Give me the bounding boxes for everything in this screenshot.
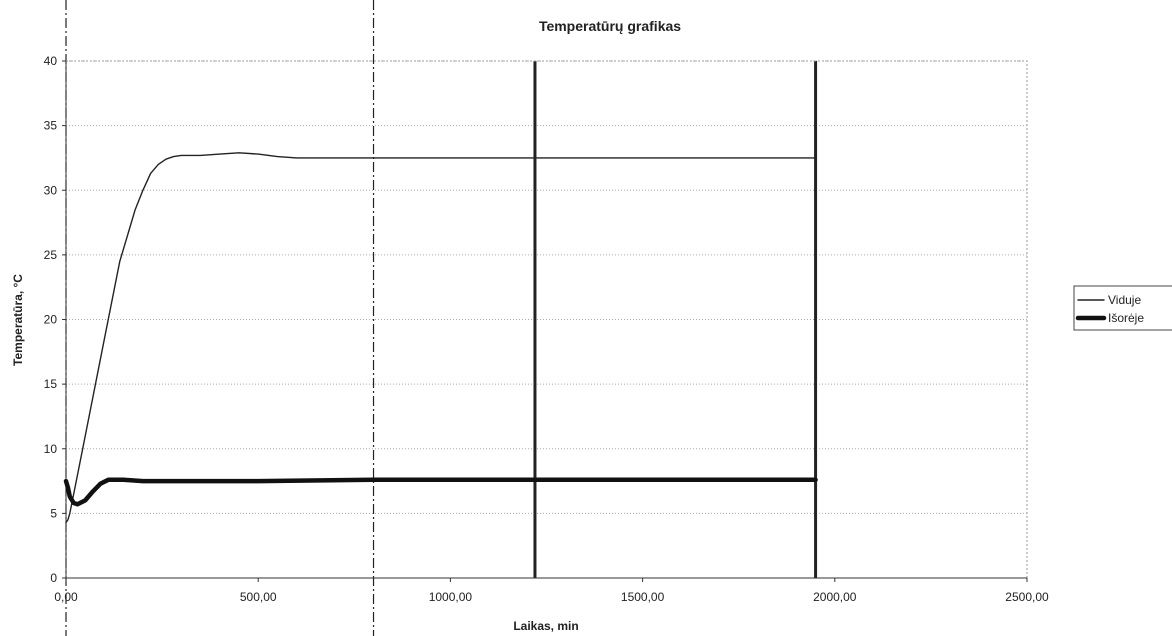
grid-lines xyxy=(66,60,1027,514)
x-tick-label-4: 2000,00 xyxy=(813,590,857,604)
x-tick-labels: 0,00 500,00 1000,00 1500,00 2000,00 2500,00 xyxy=(54,578,1049,604)
legend: Viduje Išorėje xyxy=(1073,285,1172,331)
x-tick-label-1: 500,00 xyxy=(240,590,277,604)
y-tick-label-5: 25 xyxy=(44,248,58,262)
x-tick-label-2: 1000,00 xyxy=(429,590,473,604)
y-tick-labels: 0 5 10 15 20 25 30 35 40 xyxy=(44,54,66,585)
y-tick-label-0: 0 xyxy=(50,571,57,585)
vertical-markers xyxy=(65,0,818,636)
x-tick-label-0: 0,00 xyxy=(54,590,78,604)
y-axis-label: Temperatūra, °C xyxy=(11,274,25,366)
series-lines xyxy=(63,152,818,524)
series-line-0 xyxy=(65,152,817,524)
legend-label-1: Išorėje xyxy=(1108,311,1144,325)
x-tick-label-5: 2500,00 xyxy=(1005,590,1049,604)
y-tick-label-4: 20 xyxy=(44,313,58,327)
y-tick-label-6: 30 xyxy=(44,183,58,197)
y-tick-label-1: 5 xyxy=(50,506,57,520)
legend-label-0: Viduje xyxy=(1108,293,1141,307)
series-line-1 xyxy=(63,477,818,507)
y-tick-label-8: 40 xyxy=(44,54,58,68)
x-tick-label-3: 1500,00 xyxy=(621,590,665,604)
y-tick-label-7: 35 xyxy=(44,119,58,133)
x-axis-label: Laikas, min xyxy=(513,619,578,633)
chart-title: Temperatūrų grafikas xyxy=(539,18,681,34)
legend-box xyxy=(1073,285,1172,331)
y-tick-label-3: 15 xyxy=(44,377,58,391)
y-tick-label-2: 10 xyxy=(44,442,58,456)
